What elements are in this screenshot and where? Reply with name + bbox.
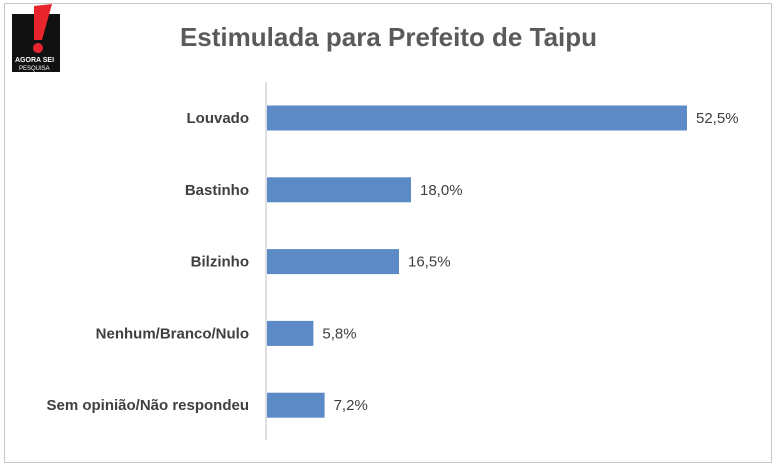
- value-label: 52,5%: [696, 110, 739, 127]
- logo-text-line1: AGORA SEI: [15, 57, 54, 64]
- agora-sei-logo: AGORA SEI PESQUISA: [12, 4, 68, 74]
- category-label: Nenhum/Branco/Nulo: [96, 325, 249, 342]
- category-label: Louvado: [187, 110, 250, 127]
- bar: [267, 392, 325, 418]
- chart-frame: [4, 3, 772, 463]
- logo-text-line2: PESQUISA: [19, 66, 50, 72]
- value-label: 18,0%: [420, 182, 463, 199]
- chart-title: Estimulada para Prefeito de Taipu: [179, 22, 598, 52]
- category-label: Sem opinião/Não respondeu: [46, 397, 249, 414]
- bar: [267, 177, 411, 203]
- value-label: 7,2%: [334, 397, 368, 414]
- category-label: Bastinho: [185, 182, 249, 199]
- bar: [267, 320, 314, 346]
- value-label: 16,5%: [408, 254, 451, 271]
- bar: [267, 249, 399, 275]
- bar: [267, 105, 687, 131]
- value-label: 5,8%: [322, 325, 356, 342]
- category-label: Bilzinho: [191, 254, 249, 271]
